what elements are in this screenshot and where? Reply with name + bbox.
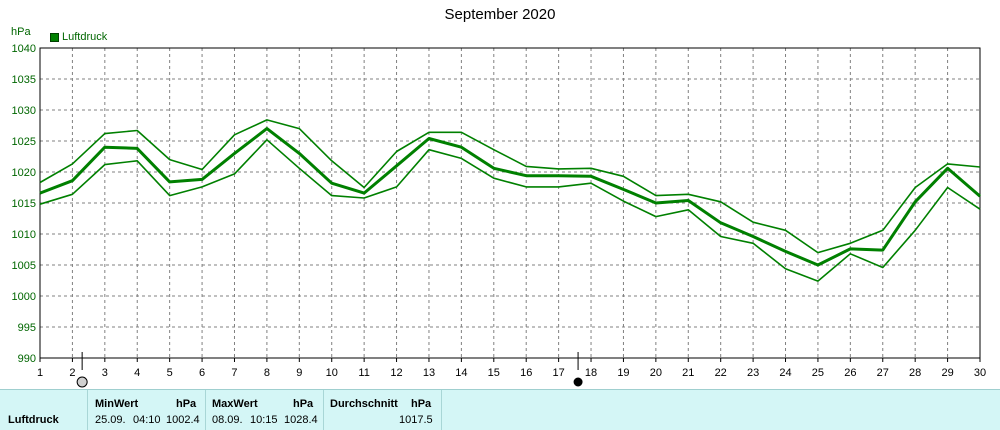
min-value-cell: MinWert hPa 25.09. 04:10 1002.4 xyxy=(88,390,206,430)
x-tick-label: 24 xyxy=(779,367,791,379)
x-tick-label: 14 xyxy=(455,367,467,379)
x-tick-label: 12 xyxy=(390,367,402,379)
stats-row-label: Luftdruck xyxy=(8,414,59,426)
moon-filled-circle-marker xyxy=(573,377,583,387)
y-tick-label: 1025 xyxy=(12,136,36,148)
y-tick-label: 1020 xyxy=(12,167,36,179)
min-header: MinWert xyxy=(95,398,139,410)
x-tick-label: 3 xyxy=(102,367,108,379)
legend-label: Luftdruck xyxy=(62,31,108,43)
min-value: 1002.4 xyxy=(166,414,200,426)
x-tick-label: 5 xyxy=(167,367,173,379)
series-line-max xyxy=(39,119,981,254)
max-header: MaxWert xyxy=(212,398,258,410)
y-tick-label: 995 xyxy=(18,322,36,334)
x-tick-label: 28 xyxy=(909,367,921,379)
y-tick-label: 1010 xyxy=(12,229,36,241)
x-tick-label: 6 xyxy=(199,367,205,379)
min-unit: hPa xyxy=(176,398,197,410)
y-tick-label: 1030 xyxy=(12,105,36,117)
x-tick-label: 18 xyxy=(585,367,597,379)
x-tick-label: 22 xyxy=(715,367,727,379)
average-header: Durchschnitt xyxy=(330,398,398,410)
average-unit: hPa xyxy=(411,398,432,410)
y-tick-label: 1000 xyxy=(12,291,36,303)
pressure-chart: 9909951000100510101015102010251030103510… xyxy=(12,43,987,388)
y-tick-label: 990 xyxy=(18,353,36,365)
x-tick-label: 11 xyxy=(358,367,369,379)
legend[interactable]: Luftdruck xyxy=(50,31,107,43)
stats-table: Luftdruck MinWert hPa 25.09. 04:10 1002.… xyxy=(0,389,1000,430)
x-tick-label: 9 xyxy=(296,367,302,379)
max-value-cell: MaxWert hPa 08.09. 10:15 1028.4 xyxy=(206,390,324,430)
y-tick-label: 1035 xyxy=(12,74,36,86)
max-date: 08.09. xyxy=(212,414,243,426)
x-tick-label: 15 xyxy=(488,367,500,379)
max-unit: hPa xyxy=(293,398,314,410)
y-tick-label: 1005 xyxy=(12,260,36,272)
x-tick-label: 10 xyxy=(326,367,338,379)
legend-swatch xyxy=(50,32,59,42)
series-line-mean xyxy=(39,127,981,267)
day-markers xyxy=(76,352,583,388)
x-tick-label: 1 xyxy=(37,367,43,379)
axes: 9909951000100510101015102010251030103510… xyxy=(12,43,987,379)
series-line-min xyxy=(39,139,981,282)
x-tick-label: 27 xyxy=(877,367,889,379)
min-date: 25.09. xyxy=(95,414,126,426)
min-time: 04:10 xyxy=(133,414,161,426)
x-tick-label: 20 xyxy=(650,367,662,379)
moon-open-circle-marker xyxy=(76,376,88,388)
x-tick-label: 21 xyxy=(682,367,694,379)
max-value: 1028.4 xyxy=(284,414,318,426)
x-tick-label: 29 xyxy=(941,367,953,379)
x-tick-label: 30 xyxy=(974,367,986,379)
x-tick-label: 19 xyxy=(617,367,629,379)
x-tick-label: 17 xyxy=(552,367,564,379)
series-lines xyxy=(39,119,981,282)
y-tick-label: 1040 xyxy=(12,43,36,55)
x-tick-label: 25 xyxy=(812,367,824,379)
y-axis-unit: hPa xyxy=(11,26,31,38)
x-tick-label: 26 xyxy=(844,367,856,379)
y-tick-label: 1015 xyxy=(12,198,36,210)
x-tick-label: 2 xyxy=(69,367,75,379)
grid-lines xyxy=(40,48,980,358)
x-tick-label: 7 xyxy=(231,367,237,379)
x-tick-label: 13 xyxy=(423,367,435,379)
x-tick-label: 4 xyxy=(134,367,140,379)
chart-title: September 2020 xyxy=(444,6,556,23)
plot-frame xyxy=(39,47,981,359)
x-tick-label: 8 xyxy=(264,367,270,379)
x-tick-label: 16 xyxy=(520,367,532,379)
average-value: 1017.5 xyxy=(399,414,433,426)
x-tick-label: 23 xyxy=(747,367,759,379)
max-time: 10:15 xyxy=(250,414,278,426)
stats-row-label-cell: Luftdruck xyxy=(0,390,88,430)
average-cell: Durchschnitt hPa 1017.5 xyxy=(324,390,442,430)
